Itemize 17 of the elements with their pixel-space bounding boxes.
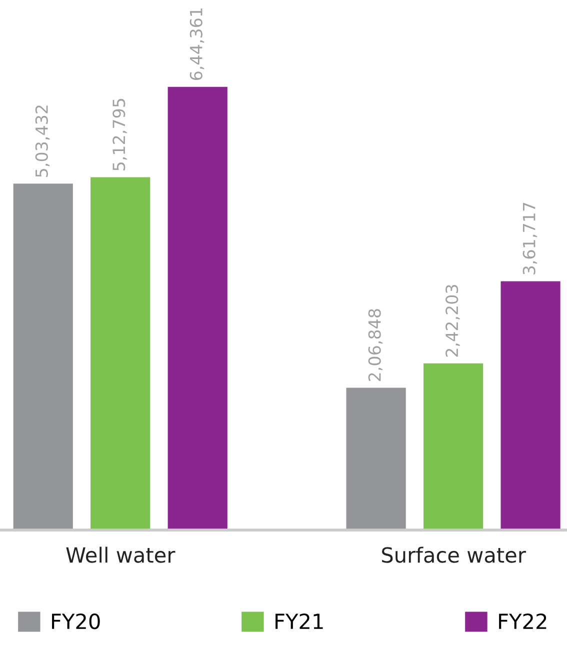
x-tick-label: Surface water: [382, 546, 526, 563]
data-label: 2,06,848: [368, 309, 383, 381]
legend-label: FY22: [499, 613, 546, 629]
data-label: 2,42,203: [446, 284, 460, 357]
bar: [90, 177, 150, 530]
bar: [424, 363, 484, 530]
bar: [346, 388, 406, 530]
x-tick-label: Well water: [66, 546, 176, 563]
bar: [13, 184, 73, 530]
legend-label: FY20: [52, 613, 100, 630]
data-label: 5,12,795: [112, 98, 127, 170]
legend-label: FY21: [276, 613, 323, 629]
data-label: 5,03,432: [35, 106, 50, 177]
bar: [500, 281, 560, 530]
bar: [168, 86, 228, 530]
data-label: 3,61,717: [522, 202, 538, 274]
data-label: 6,44,361: [190, 8, 204, 80]
